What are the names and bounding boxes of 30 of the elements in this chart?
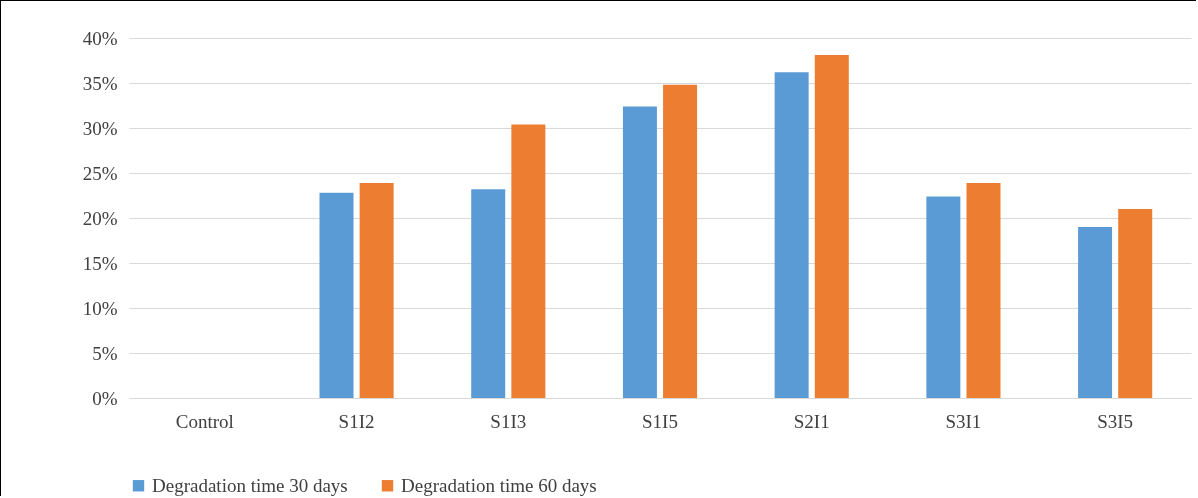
bar — [319, 192, 354, 398]
x-tick-label: S3I1 — [945, 410, 982, 432]
y-tick-label: 10% — [82, 297, 118, 319]
bar — [814, 55, 849, 398]
y-tick-label: 5% — [92, 342, 118, 364]
bar — [1118, 209, 1153, 398]
legend-label: Degradation time 60 days — [401, 474, 597, 496]
bar — [471, 189, 506, 398]
y-tick-label: 30% — [82, 117, 118, 139]
x-tick-label: Control — [175, 410, 234, 432]
bar — [966, 182, 1001, 398]
y-tick-label: 35% — [82, 72, 118, 94]
y-tick-label: 15% — [82, 252, 118, 274]
bar — [1078, 227, 1113, 398]
y-tick-label: 40% — [82, 27, 118, 49]
y-tick-label: 25% — [82, 162, 118, 184]
bar — [511, 124, 546, 398]
x-tick-label: S2I1 — [793, 410, 830, 432]
bar — [926, 196, 961, 398]
x-tick-label: S1I5 — [642, 410, 678, 432]
legend-label: Degradation time 30 days — [152, 474, 348, 496]
y-tick-label: 20% — [82, 207, 118, 229]
x-tick-label: S3I5 — [1097, 410, 1134, 432]
x-tick-label: S1I3 — [490, 410, 527, 432]
bar — [622, 106, 657, 398]
bar — [663, 84, 698, 398]
y-tick-label: 0% — [92, 387, 118, 409]
x-tick-label: S1I2 — [338, 410, 375, 432]
bar — [359, 182, 394, 398]
bar — [774, 72, 809, 398]
